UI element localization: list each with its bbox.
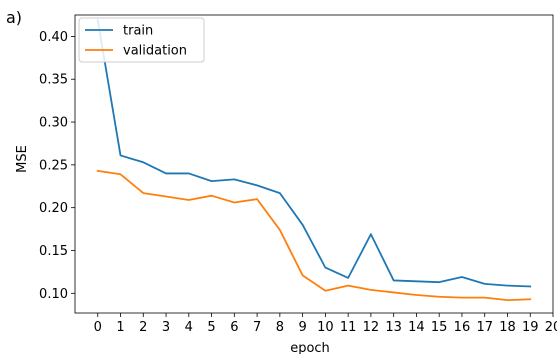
series-layer bbox=[96, 19, 532, 302]
x-tick-label: 18 bbox=[499, 320, 516, 335]
x-tick-label: 11 bbox=[340, 320, 357, 335]
y-tick-label: 0.15 bbox=[39, 244, 68, 259]
series-line-validation bbox=[96, 169, 532, 302]
x-tick-label: 19 bbox=[522, 320, 539, 335]
x-tick-label: 9 bbox=[298, 320, 306, 335]
x-tick-label: 3 bbox=[162, 320, 170, 335]
series-line-train bbox=[96, 19, 532, 288]
panel-label: a) bbox=[6, 8, 22, 27]
chart-legend: train validation bbox=[78, 17, 205, 63]
x-axis-label: epoch bbox=[290, 341, 330, 354]
x-tick-label: 7 bbox=[253, 320, 261, 335]
x-tick-label: 16 bbox=[454, 320, 471, 335]
y-tick-label: 0.30 bbox=[39, 116, 68, 131]
x-tick-label: 20 bbox=[545, 320, 557, 335]
legend-box bbox=[78, 17, 205, 63]
legend-label-train: train bbox=[123, 24, 153, 39]
y-tick-label: 0.20 bbox=[39, 201, 68, 216]
x-tick-label: 6 bbox=[230, 320, 238, 335]
x-tick-label: 0 bbox=[94, 320, 102, 335]
x-tick-label: 4 bbox=[185, 320, 193, 335]
x-tick-label: 8 bbox=[276, 320, 284, 335]
x-tick-label: 15 bbox=[431, 320, 448, 335]
x-tick-label: 14 bbox=[408, 320, 425, 335]
x-tick-label: 17 bbox=[476, 320, 493, 335]
x-tick-label: 13 bbox=[385, 320, 402, 335]
x-tick-label: 12 bbox=[363, 320, 380, 335]
x-tick-label: 10 bbox=[317, 320, 334, 335]
legend-label-validation: validation bbox=[123, 44, 187, 59]
x-tick-label: 1 bbox=[116, 320, 124, 335]
plot-frame bbox=[74, 14, 554, 314]
x-tick-label: 2 bbox=[139, 320, 147, 335]
y-axis-label: MSE bbox=[15, 145, 30, 173]
plot-axes: 012345678910111213141516171819200.100.15… bbox=[39, 14, 557, 335]
x-tick-label: 5 bbox=[207, 320, 215, 335]
y-tick-label: 0.10 bbox=[39, 287, 68, 302]
y-tick-label: 0.25 bbox=[39, 158, 68, 173]
y-tick-label: 0.40 bbox=[39, 30, 68, 45]
y-tick-label: 0.35 bbox=[39, 73, 68, 88]
